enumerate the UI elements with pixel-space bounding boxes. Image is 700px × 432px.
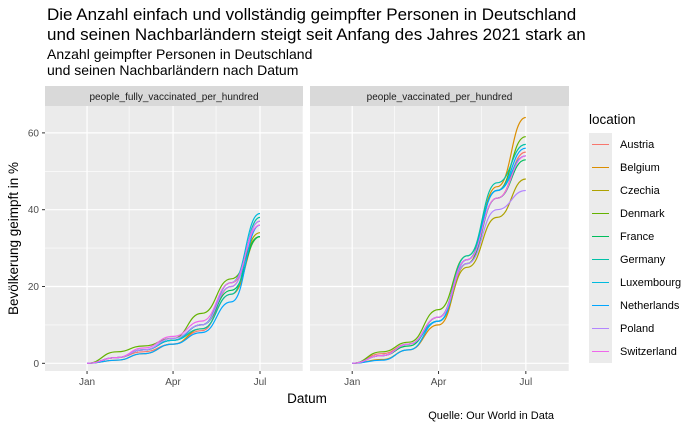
- source-caption: Quelle: Our World in Data: [428, 410, 554, 422]
- series-line-netherlands: [352, 147, 526, 364]
- legend-item-switzerland: Switzerland: [589, 340, 681, 363]
- chart-subtitle: Anzahl geimpfter Personen in Deutschland…: [47, 46, 312, 78]
- legend-key: [589, 133, 612, 156]
- legend-swatch: [592, 236, 609, 238]
- series-line-belgium: [352, 116, 527, 364]
- legend-item-germany: Germany: [589, 248, 681, 271]
- legend-swatch: [592, 167, 609, 169]
- legend-swatch: [592, 282, 609, 284]
- legend-key: [589, 340, 612, 363]
- legend-key: [589, 202, 612, 225]
- legend-title: location: [589, 112, 636, 127]
- x-axis-title: Datum: [287, 391, 327, 406]
- legend-item-austria: Austria: [589, 133, 681, 156]
- legend-key: [589, 294, 612, 317]
- chart-title-line-2: und seinen Nachbarländern steigt seit An…: [47, 25, 586, 44]
- legend-swatch: [592, 144, 609, 146]
- legend-key: [589, 317, 612, 340]
- series-line-netherlands: [86, 224, 261, 364]
- legend-key: [589, 225, 612, 248]
- facet-strip: [310, 86, 569, 106]
- y-tick-label: 20: [28, 282, 40, 293]
- legend-item-netherlands: Netherlands: [589, 294, 681, 317]
- chart-title: Die Anzahl einfach und vollständig geimp…: [47, 5, 586, 45]
- legend-label: France: [620, 230, 655, 243]
- legend: location Austria Belgium Czechia Denmark Fra…: [589, 112, 681, 363]
- legend-item-france: France: [589, 225, 681, 248]
- facet-strip-label: people_fully_vaccinated_per_hundred: [89, 92, 258, 103]
- chart-title-line-1: Die Anzahl einfach und vollständig geimp…: [47, 5, 577, 24]
- legend-label: Luxembourg: [620, 276, 682, 289]
- x-tick-label: Jan: [344, 377, 360, 388]
- legend-label: Belgium: [620, 161, 660, 174]
- x-tick-label: Jul: [519, 377, 532, 388]
- legend-label: Germany: [620, 253, 666, 266]
- legend-label: Austria: [620, 138, 655, 151]
- x-tick-label: Jul: [254, 377, 267, 388]
- legend-label: Czechia: [620, 184, 660, 197]
- legend-item-czechia: Czechia: [589, 179, 681, 202]
- chart-subtitle-line-2: und seinen Nachbarländern nach Datum: [47, 62, 299, 78]
- facet-strip: [45, 86, 303, 106]
- y-tick-label: 0: [33, 359, 39, 370]
- x-tick-label: Apr: [431, 377, 447, 388]
- legend-item-poland: Poland: [589, 317, 681, 340]
- panel-background: [310, 106, 569, 371]
- legend-item-belgium: Belgium: [589, 156, 681, 179]
- x-tick-label: Jan: [79, 377, 95, 388]
- legend-label: Poland: [620, 322, 655, 335]
- legend-key: [589, 179, 612, 202]
- legend-item-denmark: Denmark: [589, 202, 681, 225]
- series-line-switzerland: [352, 155, 526, 364]
- legend-label: Switzerland: [620, 345, 677, 358]
- legend-swatch: [592, 305, 609, 307]
- legend-swatch: [592, 351, 609, 353]
- legend-swatch: [592, 259, 609, 261]
- legend-label: Netherlands: [620, 299, 680, 312]
- legend-key: [589, 156, 612, 179]
- facet-strip-label: people_vaccinated_per_hundred: [367, 92, 513, 103]
- x-tick-label: Apr: [165, 377, 181, 388]
- legend-swatch: [592, 213, 609, 215]
- y-tick-label: 60: [28, 128, 40, 139]
- legend-label: Denmark: [620, 207, 665, 220]
- panel-background: [45, 106, 303, 371]
- legend-item-luxembourg: Luxembourg: [589, 271, 681, 294]
- y-axis-title: Bevölkerung geimpft in %: [6, 162, 21, 315]
- chart-subtitle-line-1: Anzahl geimpfter Personen in Deutschland: [47, 46, 313, 62]
- legend-key: [589, 271, 612, 294]
- legend-key: [589, 248, 612, 271]
- legend-swatch: [592, 190, 609, 192]
- legend-items: Austria Belgium Czechia Denmark France German…: [589, 133, 681, 363]
- legend-swatch: [592, 328, 609, 330]
- series-line-switzerland: [86, 224, 261, 364]
- y-tick-label: 40: [28, 205, 40, 216]
